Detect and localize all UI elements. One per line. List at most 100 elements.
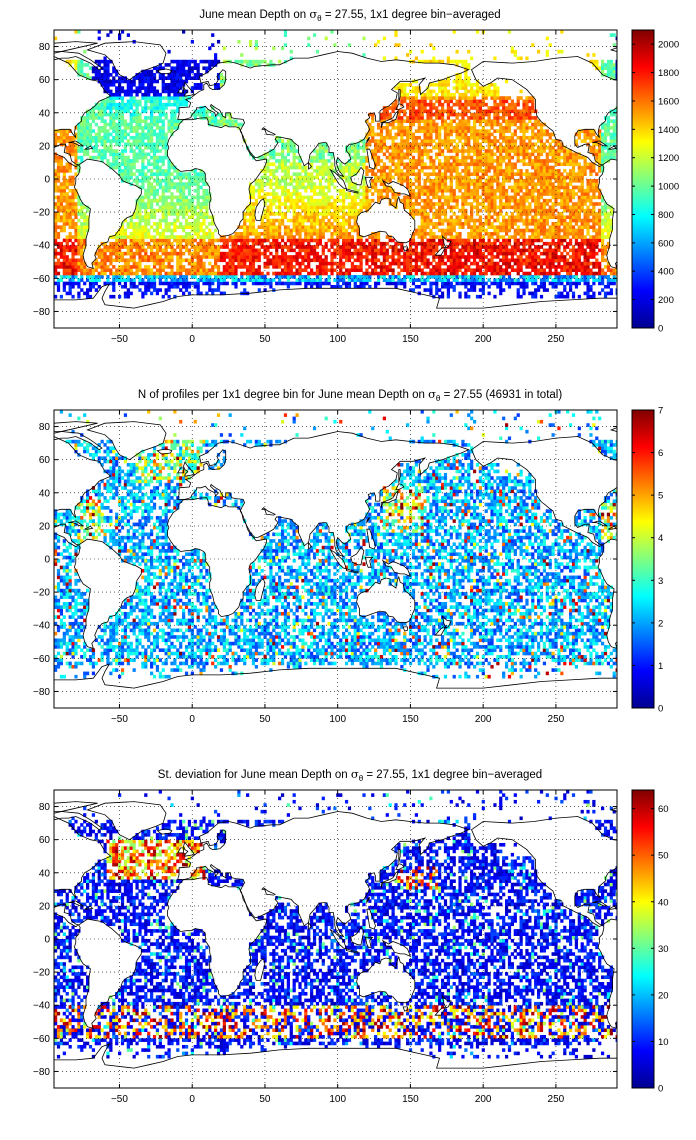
- heatmap-cell: [452, 198, 456, 203]
- heatmap-cell: [586, 192, 590, 196]
- heatmap-cell: [59, 241, 64, 246]
- heatmap-cell: [411, 192, 416, 196]
- heatmap-cell: [286, 165, 290, 170]
- heatmap-cell: [566, 251, 570, 256]
- heatmap-cell: [132, 162, 136, 167]
- heatmap-cell: [478, 265, 483, 269]
- heatmap-cell: [295, 231, 299, 236]
- heatmap-cell: [534, 261, 538, 266]
- heatmap-cell: [353, 205, 357, 210]
- heatmap-cell: [560, 172, 564, 176]
- heatmap-cell: [475, 231, 480, 236]
- heatmap-cell: [522, 212, 526, 216]
- heatmap-cell: [408, 261, 413, 266]
- heatmap-cell: [609, 271, 613, 276]
- heatmap-cell: [321, 195, 325, 200]
- heatmap-cell: [330, 268, 334, 273]
- heatmap-cell: [164, 238, 168, 243]
- heatmap-cell: [589, 169, 593, 173]
- heatmap-cell: [350, 165, 354, 170]
- heatmap-cell: [475, 245, 480, 249]
- heatmap-cell: [423, 212, 427, 216]
- heatmap-cell: [359, 162, 363, 167]
- heatmap-cell: [330, 238, 334, 243]
- heatmap-cell: [417, 169, 421, 173]
- heatmap-cell: [531, 235, 535, 239]
- heatmap-cell: [196, 185, 200, 190]
- heatmap-cell: [161, 192, 165, 196]
- heatmap-cell: [568, 212, 573, 216]
- heatmap-cell: [65, 185, 69, 190]
- heatmap-cell: [510, 248, 515, 253]
- heatmap-cell: [336, 238, 340, 243]
- heatmap-cell: [138, 288, 142, 292]
- heatmap-cell: [301, 165, 305, 170]
- heatmap-cell: [97, 265, 101, 269]
- heatmap-cell: [589, 238, 593, 243]
- heatmap-cell: [141, 169, 145, 173]
- heatmap-cell: [595, 195, 599, 200]
- heatmap-cell: [179, 275, 183, 279]
- heatmap-cell: [280, 281, 285, 286]
- heatmap-cell: [449, 192, 453, 196]
- heatmap-cell: [496, 284, 500, 289]
- heatmap-cell: [272, 175, 276, 180]
- heatmap-cell: [574, 261, 579, 266]
- heatmap-cell: [307, 238, 311, 243]
- heatmap-cell: [138, 169, 142, 173]
- heatmap-cell: [557, 265, 561, 269]
- heatmap-cell: [167, 185, 171, 190]
- heatmap-cell: [583, 261, 587, 266]
- heatmap-cell: [214, 288, 218, 292]
- heatmap-cell: [173, 169, 177, 173]
- heatmap-cell: [391, 192, 395, 196]
- heatmap-cell: [350, 182, 354, 186]
- heatmap-cell: [519, 208, 523, 213]
- heatmap-cell: [603, 294, 608, 299]
- heatmap-cell: [318, 182, 322, 186]
- heatmap-cell: [406, 182, 410, 186]
- heatmap-cell: [83, 225, 87, 229]
- heatmap-cell: [138, 215, 142, 220]
- heatmap-cell: [74, 231, 78, 236]
- heatmap-cell: [86, 271, 90, 276]
- heatmap-cell: [318, 205, 322, 210]
- heatmap-cell: [344, 248, 349, 253]
- heatmap-cell: [112, 165, 116, 170]
- heatmap-cell: [158, 258, 162, 263]
- heatmap-cell: [182, 198, 186, 203]
- heatmap-cell: [54, 281, 58, 286]
- heatmap-cell: [571, 169, 576, 173]
- heatmap-cell: [77, 218, 81, 223]
- heatmap-cell: [164, 222, 168, 226]
- heatmap-cell: [438, 294, 442, 299]
- heatmap-cell: [411, 268, 416, 273]
- heatmap-cell: [112, 281, 116, 286]
- heatmap-cell: [388, 268, 392, 273]
- heatmap-cell: [513, 281, 517, 286]
- heatmap-cell: [333, 268, 337, 273]
- heatmap-cell: [199, 275, 203, 279]
- heatmap-cell: [187, 235, 192, 239]
- heatmap-cell: [504, 248, 509, 253]
- heatmap-cell: [286, 278, 290, 282]
- heatmap-cell: [443, 202, 448, 206]
- heatmap-cell: [531, 228, 535, 233]
- heatmap-cell: [571, 245, 576, 249]
- heatmap-cell: [496, 185, 500, 190]
- heatmap-cell: [112, 278, 116, 282]
- heatmap-cell: [187, 291, 192, 296]
- heatmap-cell: [388, 175, 392, 180]
- heatmap-cell: [193, 208, 197, 213]
- heatmap-cell: [475, 235, 480, 239]
- heatmap-cell: [115, 275, 119, 279]
- heatmap-cell: [237, 255, 241, 259]
- heatmap-cell: [231, 248, 235, 253]
- heatmap-cell: [298, 212, 302, 216]
- heatmap-cell: [583, 278, 587, 282]
- heatmap-cell: [216, 281, 221, 286]
- heatmap-cell: [499, 284, 503, 289]
- heatmap-cell: [359, 208, 363, 213]
- heatmap-cell: [595, 228, 599, 233]
